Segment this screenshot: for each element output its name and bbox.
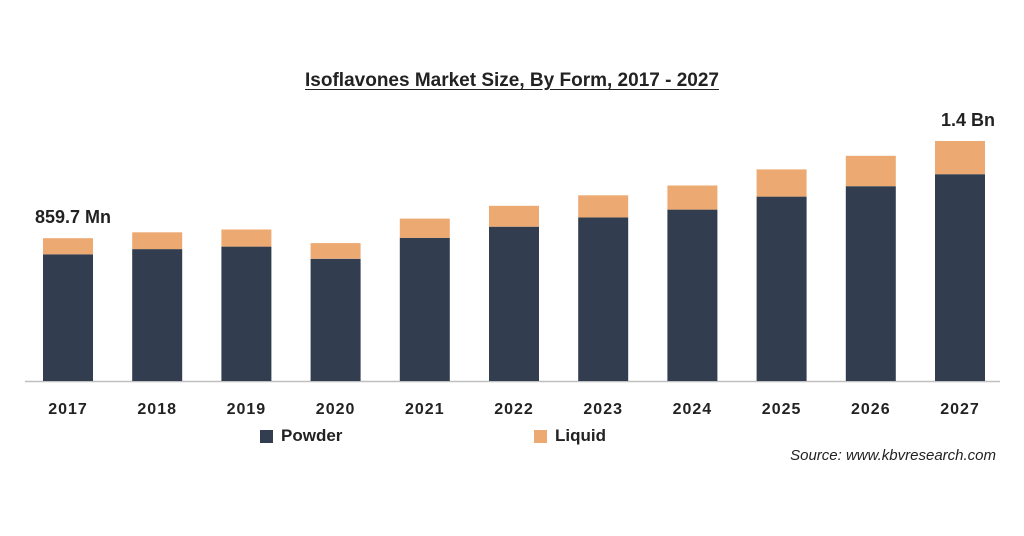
bar-liquid-2020 <box>310 243 361 259</box>
bar-powder-2026 <box>845 186 896 381</box>
x-tick-label-2026: 2026 <box>851 401 891 418</box>
x-tick-label-2021: 2021 <box>405 401 445 418</box>
bar-powder-2024 <box>667 209 718 381</box>
chart-title-text: Isoflavones Market Size, By Form, 2017 -… <box>305 70 719 91</box>
bar-powder-2027 <box>935 174 985 381</box>
bar-liquid-2019 <box>221 229 272 247</box>
bar-powder-2020 <box>310 258 361 381</box>
x-tick-label-2017: 2017 <box>48 401 88 418</box>
x-tick-label-2018: 2018 <box>137 401 177 418</box>
bar-liquid-2026 <box>845 155 896 187</box>
legend-label-powder: Powder <box>281 426 343 445</box>
x-tick-label-2025: 2025 <box>762 401 802 418</box>
bar-powder-2023 <box>578 217 629 381</box>
data-label-2027: 1.4 Bn <box>941 110 995 130</box>
bar-liquid-2027 <box>935 141 985 175</box>
bar-liquid-2024 <box>667 185 718 210</box>
x-tick-label-2022: 2022 <box>494 401 534 418</box>
bar-liquid-2025 <box>756 169 807 197</box>
chart-title: Isoflavones Market Size, By Form, 2017 -… <box>0 70 1024 92</box>
legend-swatch-liquid <box>534 429 547 443</box>
legend-item-powder: Powder <box>260 426 342 446</box>
bar-liquid-2017 <box>43 238 93 255</box>
bar-powder-2017 <box>43 254 93 381</box>
bar-liquid-2018 <box>132 232 183 250</box>
bar-powder-2019 <box>221 246 272 381</box>
legend-item-liquid: Liquid <box>534 426 606 446</box>
x-tick-label-2023: 2023 <box>583 401 623 418</box>
x-tick-label-2024: 2024 <box>673 401 713 418</box>
bar-liquid-2023 <box>578 195 629 218</box>
x-tick-label-2020: 2020 <box>316 401 356 418</box>
data-label-2017: 859.7 Mn <box>35 207 111 227</box>
x-tick-label-2027: 2027 <box>940 401 980 418</box>
legend-label-liquid: Liquid <box>555 426 606 445</box>
bar-powder-2018 <box>132 249 183 381</box>
bar-liquid-2021 <box>399 218 450 238</box>
bar-powder-2025 <box>756 196 807 381</box>
bar-powder-2022 <box>489 226 539 381</box>
bar-liquid-2022 <box>489 205 539 227</box>
legend-swatch-powder <box>260 429 273 443</box>
x-tick-label-2019: 2019 <box>227 401 267 418</box>
bar-powder-2021 <box>399 237 450 381</box>
source-note: Source: www.kbvresearch.com <box>790 447 996 464</box>
